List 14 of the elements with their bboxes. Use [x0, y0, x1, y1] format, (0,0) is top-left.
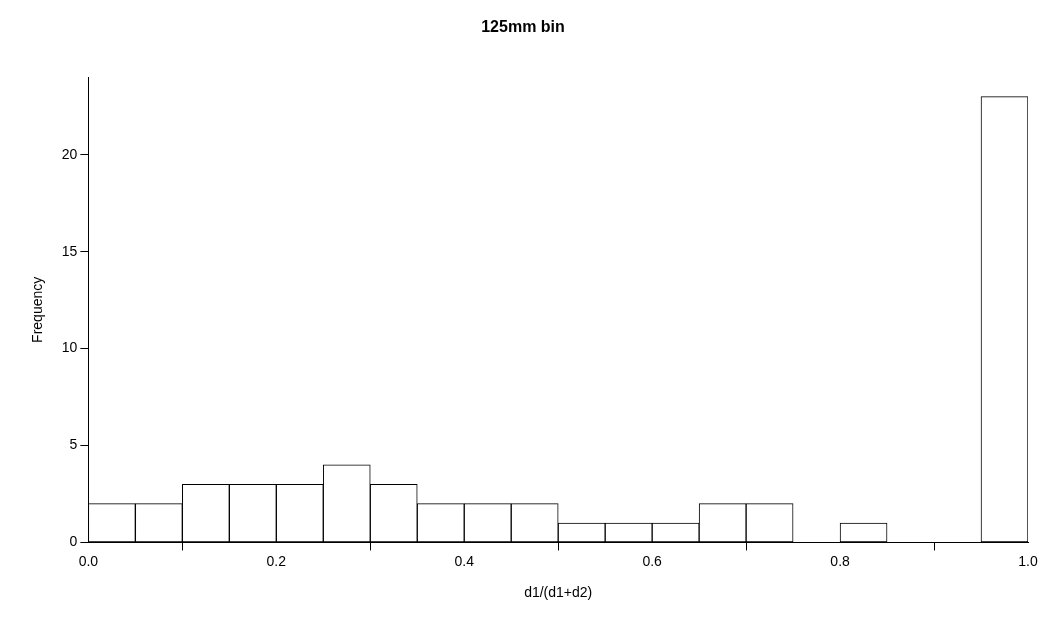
y-tick-label: 0 — [69, 533, 78, 550]
chart-title: 125mm bin — [481, 18, 565, 36]
x-tick-label: 0.0 — [78, 552, 99, 569]
y-tick-label: 20 — [61, 145, 78, 162]
x-tick-label: 0.2 — [266, 552, 287, 569]
y-tick-label: 15 — [61, 242, 78, 259]
y-axis-title: Frequency — [29, 276, 46, 343]
x-tick-label: 0.4 — [454, 552, 475, 569]
y-tick-label: 5 — [69, 436, 78, 453]
y-tick-label: 10 — [61, 339, 78, 356]
x-tick-label: 0.8 — [830, 552, 851, 569]
x-axis-title: d1/(d1+d2) — [524, 584, 593, 601]
x-tick-label: 0.6 — [642, 552, 663, 569]
x-tick-label: 1.0 — [1018, 552, 1038, 569]
